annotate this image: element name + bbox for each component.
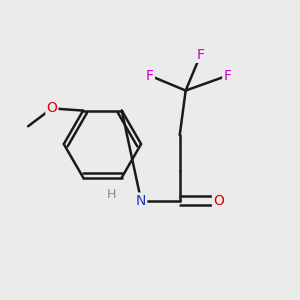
- Text: N: N: [136, 194, 146, 208]
- Text: O: O: [46, 101, 57, 116]
- Text: F: F: [196, 48, 205, 62]
- Text: F: F: [146, 69, 154, 83]
- Text: H: H: [107, 188, 116, 201]
- Text: F: F: [223, 69, 231, 83]
- Text: O: O: [213, 194, 224, 208]
